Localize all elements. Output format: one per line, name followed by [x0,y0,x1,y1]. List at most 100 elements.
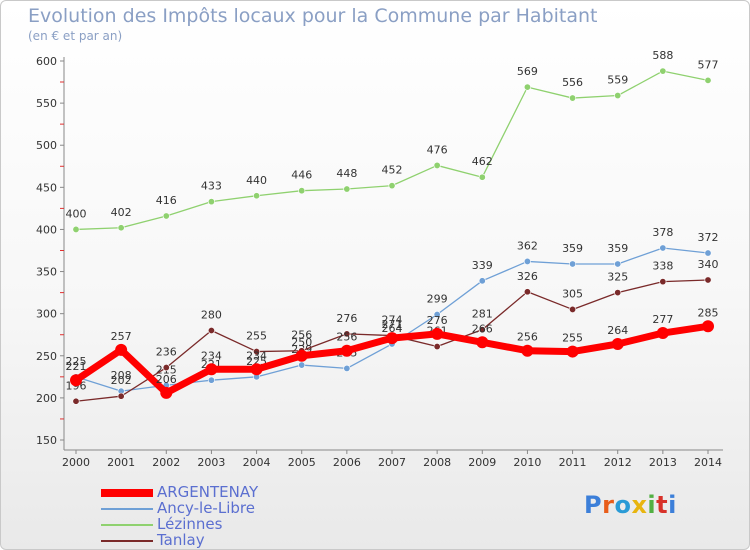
data-label: 281 [472,308,493,321]
data-point [521,344,534,357]
data-point [704,249,712,257]
x-tick-label: 2012 [604,456,632,469]
data-label: 264 [382,322,403,335]
data-point [207,198,215,206]
data-point [523,83,531,91]
legend-label-ancy-le-libre: Ancy-le-Libre [157,499,255,517]
legend-label-tanlay: Tanlay [157,531,205,549]
data-point [433,311,441,319]
data-label: 372 [698,231,719,244]
data-label: 250 [291,336,312,349]
data-label: 266 [472,322,493,335]
data-label: 234 [246,349,267,362]
data-point [205,363,218,376]
y-tick-label: 450 [36,181,57,194]
y-tick-label: 500 [36,139,57,152]
data-point [476,336,489,349]
y-tick-label: 400 [36,223,57,236]
data-point [566,345,579,358]
data-point [614,260,622,268]
data-label: 208 [111,369,132,382]
logo-letter: P [584,491,603,519]
data-label: 274 [382,314,403,327]
data-point [386,332,398,345]
data-label: 257 [111,330,132,343]
data-label: 255 [246,330,267,343]
data-point [207,327,215,335]
logo-letter: i [668,491,677,519]
logo-letter: x [631,491,648,519]
data-label: 359 [562,242,583,255]
data-point [117,392,125,400]
x-tick-label: 2005 [288,456,316,469]
data-point [659,244,667,252]
legend-swatch-argentenay [101,489,153,497]
data-point [70,374,82,387]
data-label: 400 [66,207,87,220]
x-tick-label: 2002 [152,456,180,469]
data-label: 446 [291,169,312,182]
data-label: 280 [201,309,222,322]
data-label: 276 [427,314,448,327]
data-point [659,67,667,75]
x-tick-label: 2003 [197,456,225,469]
y-tick-label: 250 [36,350,57,363]
data-point [298,187,306,195]
data-point [611,337,624,350]
chart-subtitle: (en € et par an) [28,29,123,43]
data-point [343,185,351,193]
data-point [704,276,712,284]
data-label: 378 [652,226,673,239]
data-point [250,363,263,376]
proxiti-logo[interactable]: Proxiti [584,491,677,519]
data-label: 234 [201,349,222,362]
x-tick-label: 2004 [243,456,271,469]
data-point [160,386,173,399]
data-label: 416 [156,194,177,207]
series-l-zinnes: 400 402 416 433 440 446 448 452 476 462 569 556 559 5… [66,49,719,233]
x-tick-label: 2000 [62,456,90,469]
x-tick-label: 2008 [423,456,451,469]
data-label: 276 [336,312,357,325]
data-label: 440 [246,174,267,187]
data-point [253,348,261,356]
data-point [478,173,486,181]
data-point [162,364,170,372]
data-point [704,76,712,84]
x-tick-label: 2011 [559,456,587,469]
data-label: 559 [607,74,628,87]
data-point [72,225,80,233]
data-label: 256 [291,329,312,342]
legend-swatch-tanlay [101,540,153,542]
logo-letter: i [647,491,657,519]
data-point [72,397,80,405]
data-label: 299 [427,293,448,306]
data-label: 271 [382,318,403,331]
data-label: 556 [562,76,583,89]
data-point [340,344,353,357]
data-label: 452 [382,164,403,177]
y-tick-label: 550 [36,97,57,110]
x-tick-label: 2001 [107,456,135,469]
data-label: 577 [698,58,719,71]
logo-letter: r [602,491,615,519]
data-point [702,320,714,333]
data-point [115,343,128,356]
data-point [431,327,444,340]
y-tick-label: 300 [36,308,57,321]
x-tick-label: 2009 [468,456,496,469]
data-point [433,343,441,351]
y-tick-label: 350 [36,266,57,279]
data-point [388,182,396,190]
legend-swatch-ancy-le-libre [101,508,153,510]
data-label: 225 [66,355,87,368]
legend-swatch-lezinnes [101,524,153,526]
data-point [295,349,308,362]
data-label: 338 [652,260,673,273]
data-point [207,376,215,384]
data-label: 221 [66,360,87,373]
data-point [569,94,577,102]
data-label: 325 [607,271,628,284]
